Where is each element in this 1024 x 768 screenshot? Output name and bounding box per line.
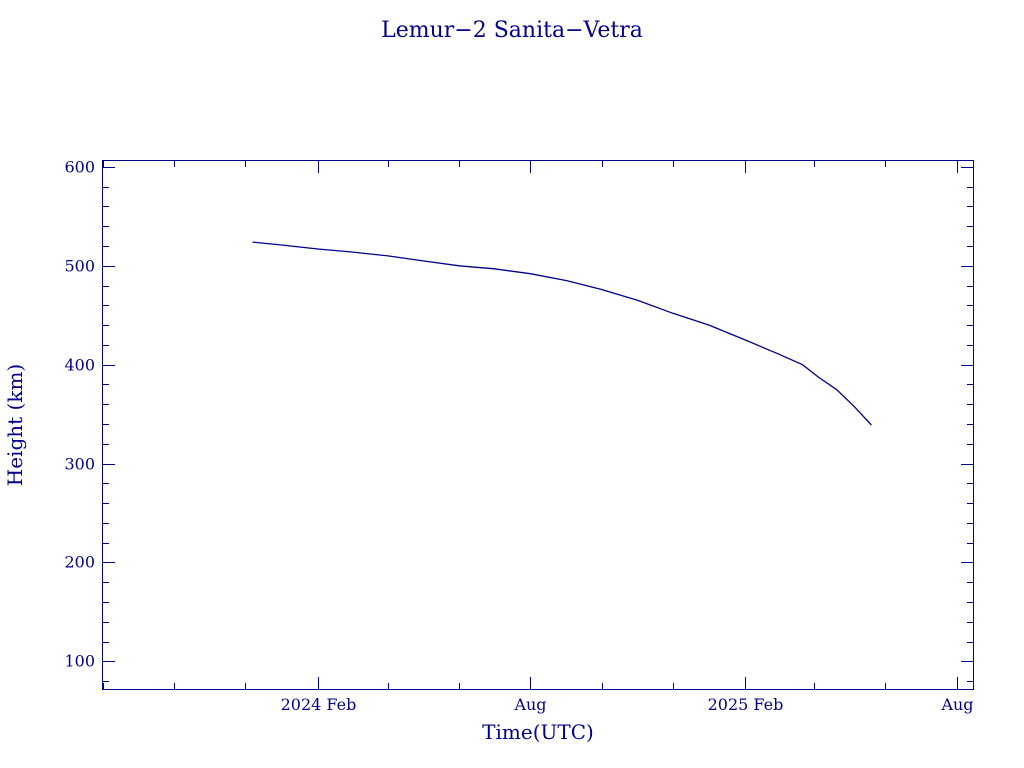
y-tick-label: 100 <box>64 652 95 671</box>
axis-tick-labels: 100 200 300 400 500 600 2024 Feb Aug 2025 Feb Aug <box>64 158 973 715</box>
chart-title: Lemur−2 Sanita−Vetra <box>381 18 643 43</box>
y-tick-label: 500 <box>64 257 95 276</box>
axis-ticks <box>103 161 973 689</box>
x-tick-label: Aug <box>513 695 546 714</box>
x-tick-label: 2025 Feb <box>708 695 784 714</box>
y-tick-label: 600 <box>64 158 95 177</box>
y-tick-label: 300 <box>64 455 95 474</box>
x-tick-label: Aug <box>940 695 973 714</box>
y-tick-label: 200 <box>64 553 95 572</box>
x-tick-label: 2024 Feb <box>281 695 357 714</box>
y-axis-label: Height (km) <box>3 364 27 486</box>
plot-frame <box>102 160 974 690</box>
x-axis-label: Time(UTC) <box>482 720 594 744</box>
y-tick-label: 400 <box>64 356 95 375</box>
height-series-line <box>252 241 872 426</box>
